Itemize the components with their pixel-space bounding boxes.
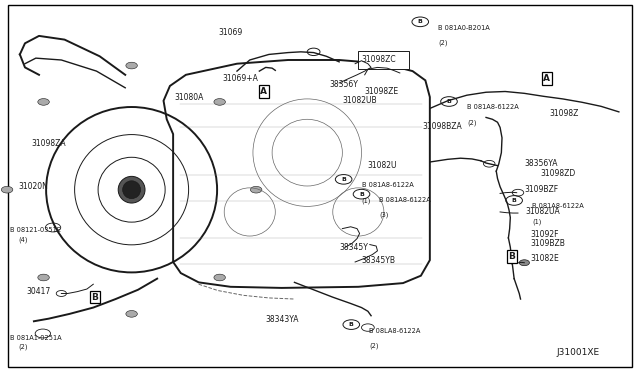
Text: 38356Y: 38356Y <box>330 80 358 89</box>
Text: 31092F: 31092F <box>531 230 559 240</box>
Text: 31098Z: 31098Z <box>550 109 579 118</box>
Text: 31082UB: 31082UB <box>342 96 377 105</box>
Text: 38345YB: 38345YB <box>362 256 396 264</box>
Text: 38356YA: 38356YA <box>524 159 558 168</box>
Text: 31082UA: 31082UA <box>525 208 561 217</box>
Text: A: A <box>260 87 268 96</box>
Text: 31069+A: 31069+A <box>222 74 258 83</box>
Text: 31098ZE: 31098ZE <box>365 87 399 96</box>
Text: B 081A8-6122A: B 081A8-6122A <box>467 105 518 110</box>
Text: (4): (4) <box>19 237 28 243</box>
Text: B 08121-0351E: B 08121-0351E <box>10 227 61 234</box>
Text: B: B <box>341 177 346 182</box>
Circle shape <box>214 274 225 281</box>
Text: 30417: 30417 <box>26 287 51 296</box>
Circle shape <box>126 62 138 69</box>
Ellipse shape <box>123 181 141 199</box>
Text: (3): (3) <box>380 212 388 218</box>
Circle shape <box>38 274 49 281</box>
Text: B: B <box>508 252 515 261</box>
Text: (1): (1) <box>532 218 541 225</box>
Circle shape <box>519 260 529 266</box>
Ellipse shape <box>118 176 145 203</box>
Text: (2): (2) <box>467 119 476 126</box>
Text: 31020N: 31020N <box>19 182 49 190</box>
Text: B 081A0-B201A: B 081A0-B201A <box>438 25 490 31</box>
Circle shape <box>38 99 49 105</box>
Text: B: B <box>91 293 98 302</box>
Text: A: A <box>543 74 550 83</box>
Text: 31082E: 31082E <box>531 254 559 263</box>
Text: B 081A1-0251A: B 081A1-0251A <box>10 335 62 341</box>
Text: B: B <box>359 192 364 197</box>
Text: (2): (2) <box>19 344 28 350</box>
Text: 3109BZF: 3109BZF <box>524 185 559 194</box>
Text: 31098ZD: 31098ZD <box>540 169 575 177</box>
Text: B: B <box>512 198 516 203</box>
Text: 38343YA: 38343YA <box>266 315 300 324</box>
Text: 31098ZA: 31098ZA <box>31 139 66 148</box>
Circle shape <box>1 186 13 193</box>
Text: B 081A8-6122A: B 081A8-6122A <box>380 197 431 203</box>
Circle shape <box>250 186 262 193</box>
Text: (2): (2) <box>369 342 379 349</box>
Text: J31001XE: J31001XE <box>556 348 600 357</box>
Text: 31080A: 31080A <box>174 93 204 102</box>
Text: B: B <box>418 19 422 24</box>
Text: 31082U: 31082U <box>368 161 397 170</box>
Text: 3109BZB: 3109BZB <box>531 239 566 248</box>
Text: 31098ZC: 31098ZC <box>362 55 396 64</box>
Text: B 08LA8-6122A: B 08LA8-6122A <box>369 328 420 334</box>
Text: (2): (2) <box>438 39 447 46</box>
Text: 38345Y: 38345Y <box>339 243 368 251</box>
Circle shape <box>214 99 225 105</box>
Text: B 081A8-6122A: B 081A8-6122A <box>362 182 413 188</box>
Text: 31069: 31069 <box>218 28 243 37</box>
Text: (1): (1) <box>362 197 371 203</box>
Text: B 081A8-6122A: B 081A8-6122A <box>532 203 584 209</box>
Text: B: B <box>349 322 354 327</box>
Bar <box>358 51 410 69</box>
Circle shape <box>126 311 138 317</box>
Text: 31098BZA: 31098BZA <box>422 122 462 131</box>
Text: B: B <box>447 99 451 104</box>
